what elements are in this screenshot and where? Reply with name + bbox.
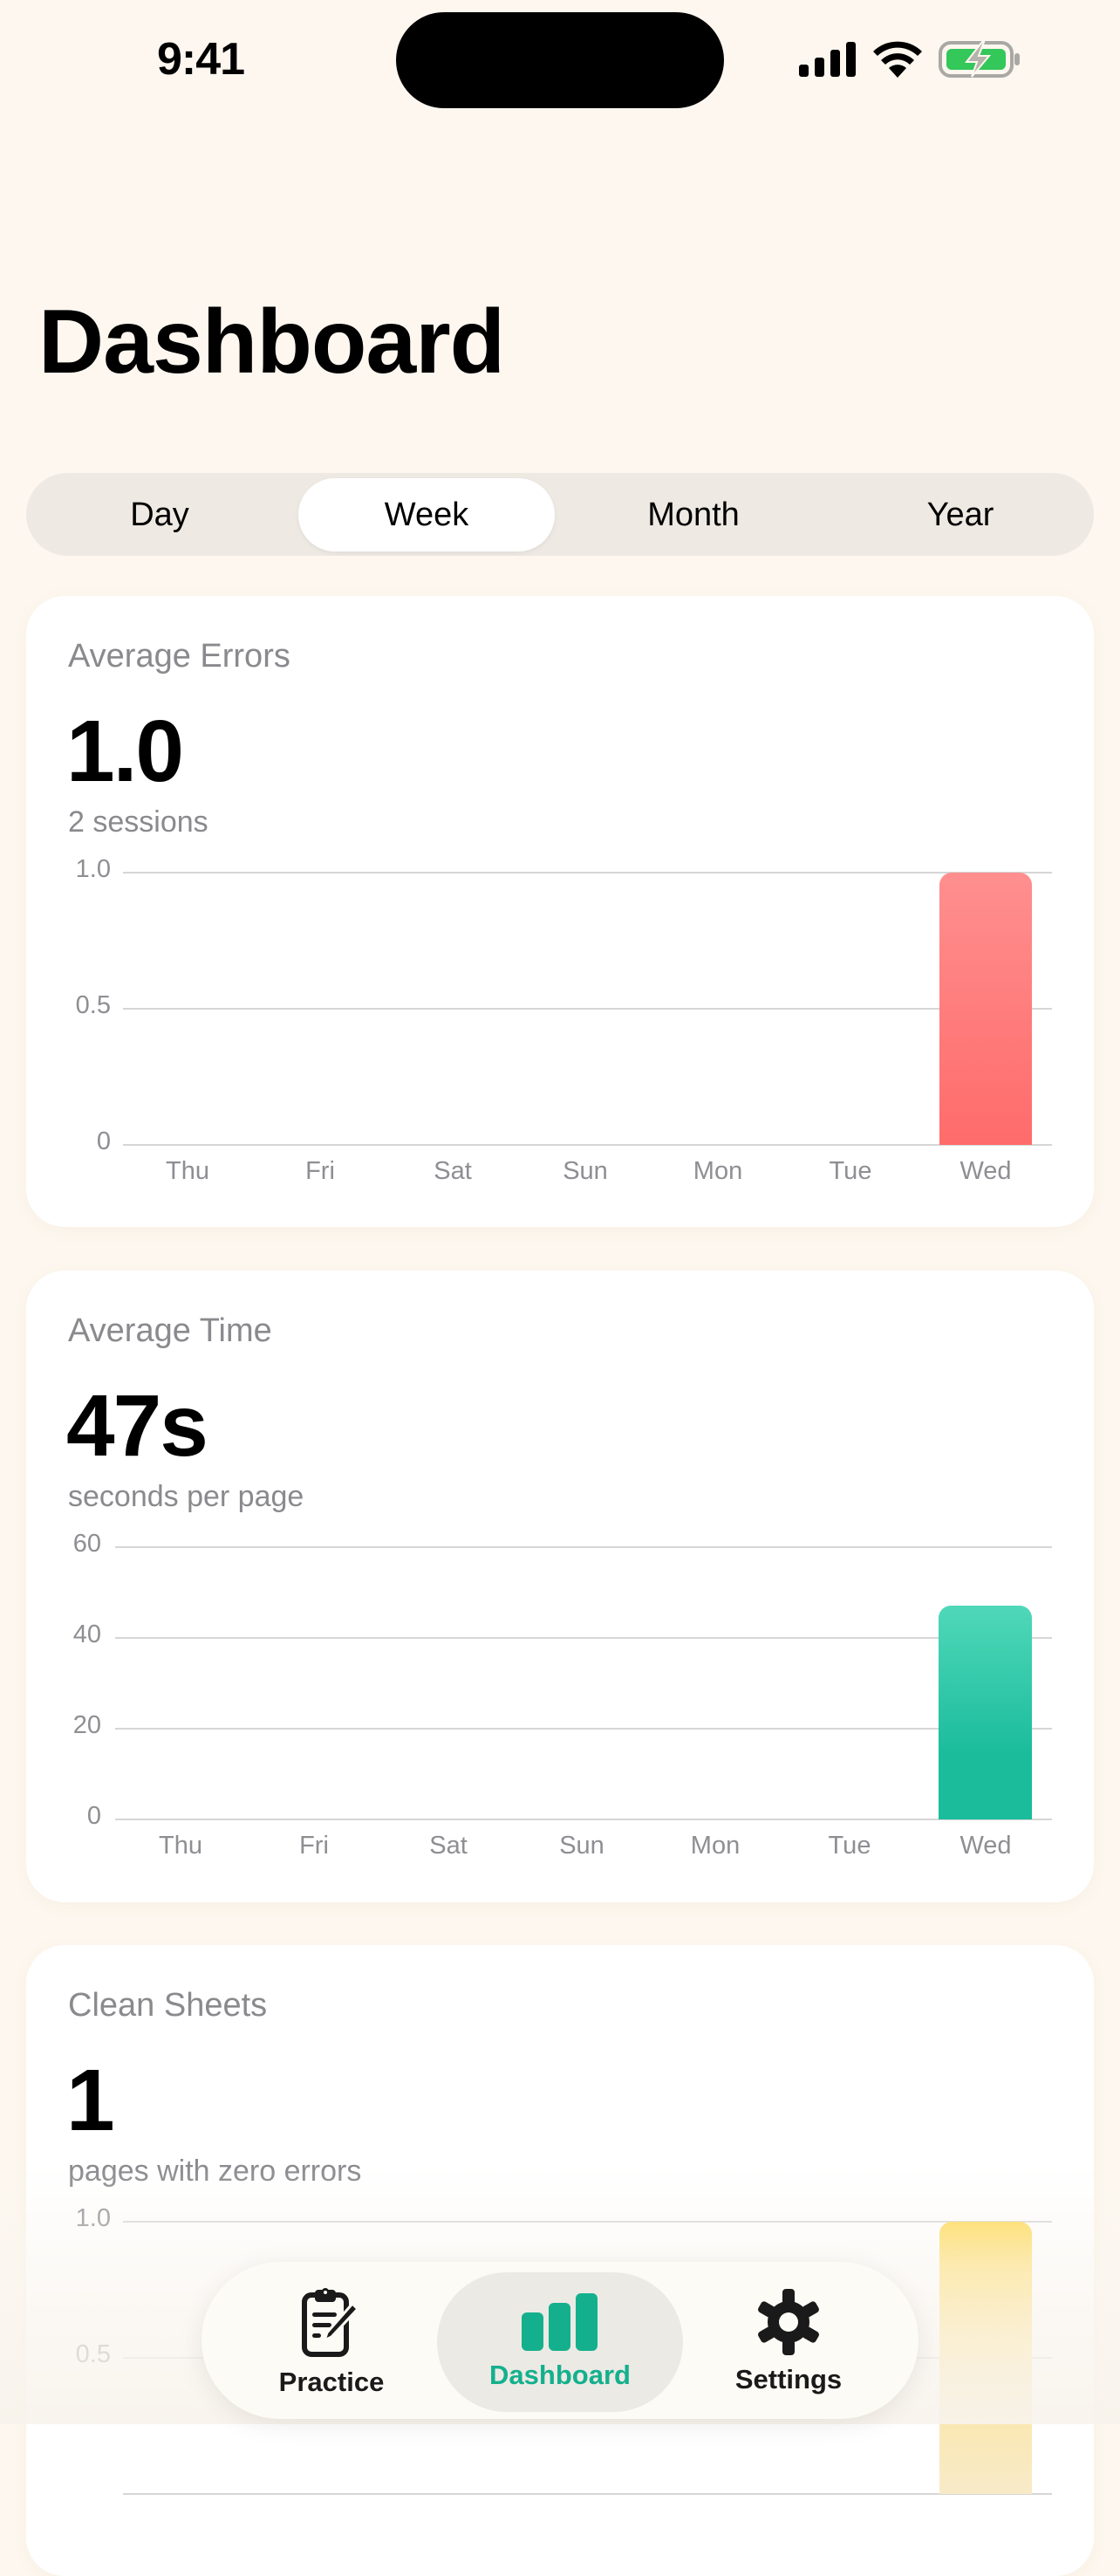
card-subtitle: seconds per page xyxy=(68,1480,304,1513)
card-title: Clean Sheets xyxy=(68,1987,268,2024)
card-title: Average Errors xyxy=(68,638,290,675)
period-segmented-control: Day Week Month Year xyxy=(26,473,1094,556)
segment-day[interactable]: Day xyxy=(130,496,189,533)
gridline xyxy=(123,2221,1052,2223)
card-subtitle: 2 sessions xyxy=(68,805,208,839)
tab-label: Dashboard xyxy=(489,2360,631,2390)
clean-sheets-card: Clean Sheets 1 pages with zero errors 1.… xyxy=(26,1945,1094,2576)
gear-icon xyxy=(758,2289,819,2355)
tab-dashboard[interactable]: Dashboard xyxy=(437,2272,683,2412)
gridline xyxy=(123,872,1052,874)
page-title: Dashboard xyxy=(38,291,505,393)
y-tick: 40 xyxy=(72,1620,101,1648)
x-tick: Wed xyxy=(960,1832,1012,1860)
tab-label: Practice xyxy=(278,2367,385,2397)
average-time-chart: 60 40 20 0 Thu Fri Sat Sun Mon Tue Wed xyxy=(26,1271,1094,1902)
card-value: 1.0 xyxy=(66,702,184,800)
gridline xyxy=(115,1546,1052,1548)
x-tick: Thu xyxy=(159,1832,202,1860)
x-tick: Wed xyxy=(960,1157,1012,1185)
wifi-icon xyxy=(873,41,922,78)
gridline xyxy=(115,1819,1052,1820)
gridline xyxy=(115,1728,1052,1730)
gridline xyxy=(123,2493,1052,2495)
y-tick: 1.0 xyxy=(75,855,111,883)
y-tick: 0 xyxy=(86,1802,101,1830)
average-time-card: Average Time 47s seconds per page 60 40 … xyxy=(26,1271,1094,1902)
clean-sheets-chart: 1.0 0.5 xyxy=(26,1945,1094,2576)
segment-week[interactable]: Week xyxy=(298,478,555,552)
average-errors-chart: 1.0 0.5 0 Thu Fri Sat Sun Mon Tue Wed xyxy=(26,596,1094,1227)
x-tick: Mon xyxy=(693,1157,743,1185)
x-tick: Sat xyxy=(434,1157,472,1185)
x-tick: Fri xyxy=(305,1157,335,1185)
y-tick: 0 xyxy=(96,1127,111,1155)
gridline xyxy=(123,1008,1052,1010)
x-tick: Sun xyxy=(559,1832,604,1860)
card-value: 47s xyxy=(66,1377,208,1475)
segment-month[interactable]: Month xyxy=(647,496,740,533)
tab-bar: Practice Dashboard Settings xyxy=(201,2262,919,2419)
segment-year[interactable]: Year xyxy=(926,496,994,533)
bar-wed xyxy=(939,873,1032,1145)
gridline xyxy=(115,1637,1052,1639)
y-tick: 60 xyxy=(72,1530,101,1558)
tab-practice[interactable]: Practice xyxy=(208,2272,454,2412)
x-tick: Sat xyxy=(429,1832,468,1860)
x-tick: Fri xyxy=(299,1832,329,1860)
y-tick: 0.5 xyxy=(75,2340,111,2368)
x-tick: Thu xyxy=(166,1157,209,1185)
status-icons xyxy=(799,40,1022,79)
average-errors-card: Average Errors 1.0 2 sessions 1.0 0.5 0 … xyxy=(26,596,1094,1227)
tab-label: Settings xyxy=(734,2364,843,2394)
y-tick: 1.0 xyxy=(75,2204,111,2232)
cellular-signal-icon xyxy=(799,42,856,77)
x-tick: Sun xyxy=(563,1157,608,1185)
card-value: 1 xyxy=(66,2052,115,2149)
bar-chart-icon xyxy=(522,2293,598,2351)
tab-settings[interactable]: Settings xyxy=(666,2272,912,2412)
x-tick: Tue xyxy=(829,1157,872,1185)
x-tick: Tue xyxy=(828,1832,871,1860)
bar-wed xyxy=(939,1606,1032,1819)
y-tick: 0.5 xyxy=(75,991,111,1019)
dynamic-island xyxy=(396,12,724,108)
gridline xyxy=(123,1144,1052,1146)
battery-charging-icon xyxy=(939,41,1020,78)
card-title: Average Time xyxy=(68,1312,272,1349)
x-tick: Mon xyxy=(690,1832,741,1860)
clipboard-pencil-icon xyxy=(302,2288,360,2357)
y-tick: 20 xyxy=(72,1711,101,1739)
bar-wed xyxy=(939,2222,1032,2494)
status-time: 9:41 xyxy=(156,34,245,85)
